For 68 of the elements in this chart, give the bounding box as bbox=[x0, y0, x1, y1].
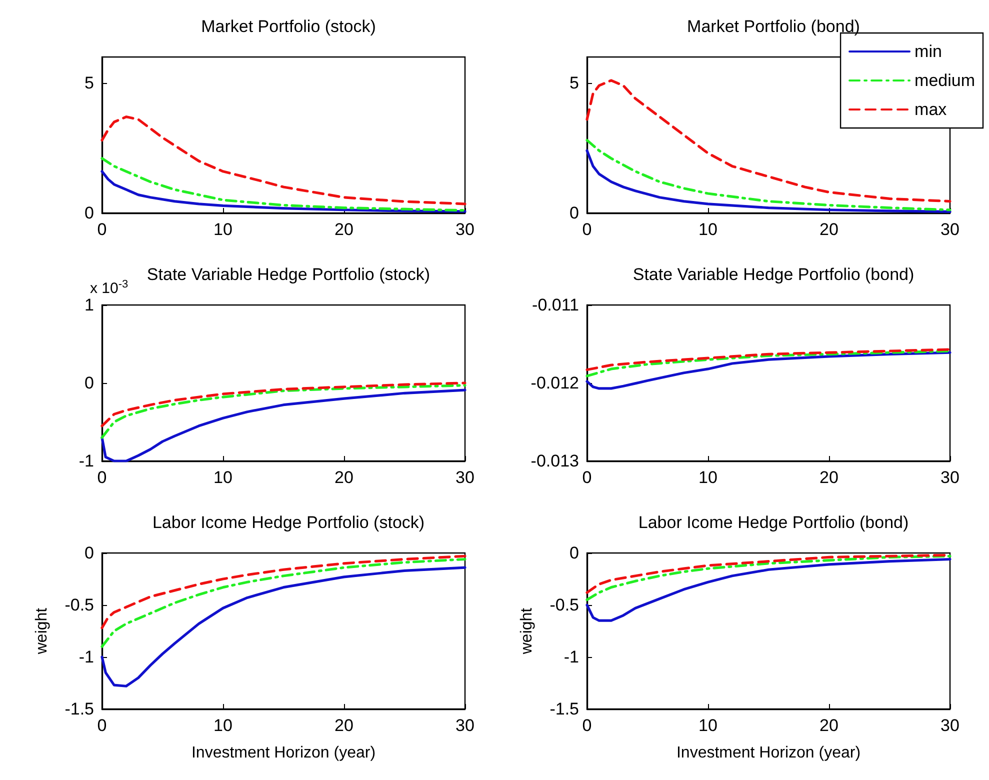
x-tick-label: 20 bbox=[820, 220, 838, 239]
x-tick-label: 0 bbox=[582, 716, 592, 735]
line-series bbox=[586, 554, 952, 602]
y-tick-label: -1.5 bbox=[550, 700, 579, 718]
x-tick-label: 10 bbox=[214, 468, 232, 487]
chart-title: Market Portfolio (stock) bbox=[201, 17, 376, 36]
x-tick-label: 20 bbox=[820, 716, 838, 735]
y-tick-label: 0 bbox=[570, 544, 579, 562]
y-tick-label: 0 bbox=[570, 204, 579, 222]
x-tick-label: 10 bbox=[698, 468, 718, 487]
x-tick-label: 30 bbox=[940, 220, 960, 239]
line-series bbox=[586, 351, 952, 390]
y-tick-label: -0.5 bbox=[550, 596, 579, 614]
line-series bbox=[100, 554, 466, 630]
legend-label: medium bbox=[914, 71, 976, 90]
x-tick-label: 10 bbox=[698, 220, 718, 239]
x-tick-label: 0 bbox=[97, 716, 107, 735]
line-series bbox=[100, 382, 466, 428]
x-tick-label: 30 bbox=[940, 716, 960, 735]
x-tick-label: 20 bbox=[334, 220, 354, 239]
x-tick-label: 30 bbox=[940, 468, 960, 487]
line-series bbox=[586, 350, 952, 378]
x-tick-label: 0 bbox=[97, 468, 107, 487]
x-tick-label: 0 bbox=[582, 220, 592, 239]
chart-title: State Variable Hedge Portfolio (bond) bbox=[632, 265, 914, 284]
y-tick-label: 0 bbox=[84, 374, 94, 392]
y-axis-title: weight bbox=[34, 607, 50, 656]
y-tick-label: -1 bbox=[78, 648, 94, 666]
y-tick-label: -1 bbox=[78, 452, 94, 470]
y-tick-label: -0.012 bbox=[530, 374, 579, 392]
y-tick-label: 0 bbox=[84, 544, 94, 562]
line-series bbox=[100, 566, 466, 688]
x-tick-label: 0 bbox=[97, 220, 107, 239]
y-tick-label: 5 bbox=[84, 74, 94, 92]
legend-label: min bbox=[914, 42, 942, 61]
x-tick-label: 20 bbox=[334, 468, 354, 487]
x-axis-title: Investment Horizon (year) bbox=[676, 744, 861, 762]
line-series bbox=[586, 138, 952, 212]
line-series bbox=[586, 348, 952, 372]
y-tick-label: -0.5 bbox=[64, 596, 94, 614]
line-series bbox=[100, 558, 466, 648]
y-tick-label: 1 bbox=[84, 296, 94, 314]
x-tick-label: 30 bbox=[456, 716, 474, 735]
x-tick-label: 10 bbox=[214, 716, 232, 735]
line-series bbox=[100, 384, 466, 439]
x-tick-label: 10 bbox=[214, 220, 232, 239]
y-tick-label: 0 bbox=[84, 204, 94, 222]
x-tick-label: 10 bbox=[698, 716, 718, 735]
y-tick-label: -1.5 bbox=[64, 700, 94, 718]
legend-label: max bbox=[914, 100, 948, 119]
line-series bbox=[100, 116, 466, 206]
chart-title: State Variable Hedge Portfolio (stock) bbox=[146, 265, 430, 284]
y-tick-label: 5 bbox=[570, 74, 579, 92]
x-axis-title: Investment Horizon (year) bbox=[191, 744, 376, 762]
y-tick-label: -0.013 bbox=[530, 452, 579, 470]
x-tick-label: 0 bbox=[582, 468, 592, 487]
x-tick-label: 30 bbox=[456, 220, 474, 239]
y-tick-label: -0.011 bbox=[532, 296, 579, 314]
line-series bbox=[100, 157, 466, 212]
x-tick-label: 20 bbox=[334, 716, 354, 735]
x-tick-label: 30 bbox=[456, 468, 474, 487]
y-tick-label: -1 bbox=[564, 648, 579, 666]
y-axis-title: weight bbox=[518, 607, 536, 656]
x-tick-label: 20 bbox=[820, 468, 838, 487]
chart-title: Labor Icome Hedge Portfolio (stock) bbox=[152, 513, 425, 532]
chart-title: Market Portfolio (bond) bbox=[687, 17, 860, 36]
chart-title: Labor Icome Hedge Portfolio (bond) bbox=[638, 513, 909, 532]
line-series bbox=[586, 558, 952, 622]
